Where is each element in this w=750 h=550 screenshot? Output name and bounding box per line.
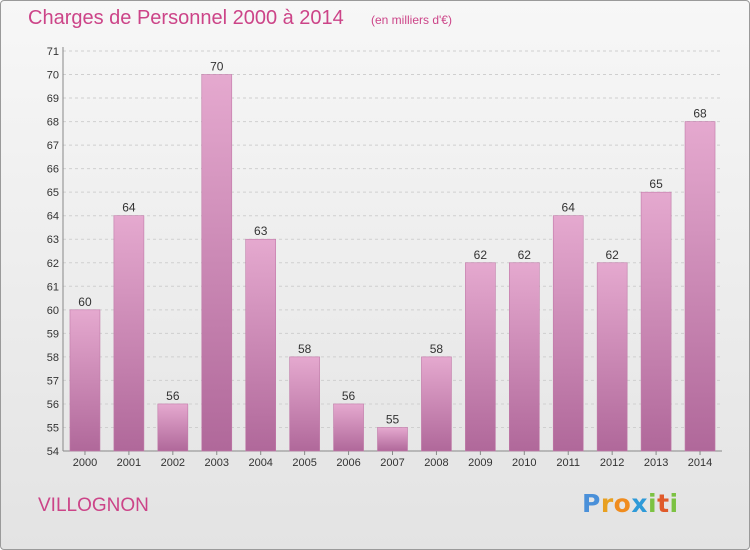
bar	[289, 356, 320, 452]
bar	[684, 121, 716, 452]
data-label: 56	[166, 389, 180, 403]
x-tick-label: 2008	[424, 457, 448, 469]
chart-title: Charges de Personnel 2000 à 2014	[28, 7, 344, 29]
y-tick-label: 69	[47, 93, 59, 105]
proxiti-logo: Proxiti	[582, 489, 679, 518]
bar	[157, 403, 189, 452]
y-tick-label: 71	[47, 46, 59, 58]
y-tick-label: 60	[47, 305, 59, 317]
logo-letter: o	[613, 489, 632, 518]
y-tick-label: 65	[47, 187, 59, 199]
chart-subtitle: (en milliers d'€)	[371, 13, 452, 27]
x-tick-label: 2007	[380, 457, 404, 469]
data-label: 64	[122, 201, 136, 215]
data-label: 62	[605, 248, 619, 262]
x-tick-label: 2002	[161, 457, 185, 469]
x-tick-label: 2005	[292, 457, 316, 469]
data-label: 64	[562, 201, 576, 215]
bar	[245, 238, 276, 452]
data-label: 55	[386, 412, 400, 426]
x-tick-label: 2001	[117, 457, 141, 469]
y-tick-label: 68	[47, 117, 59, 129]
logo-letter: i	[648, 489, 658, 518]
x-tick-label: 2006	[336, 457, 360, 469]
data-label: 68	[693, 107, 707, 121]
data-label: 62	[518, 248, 532, 262]
commune-name: VILLOGNON	[38, 495, 149, 516]
bar	[596, 262, 628, 452]
logo-letter: r	[600, 489, 614, 518]
bar	[333, 403, 364, 452]
logo-letter: i	[669, 489, 679, 518]
x-tick-label: 2011	[556, 457, 580, 469]
x-tick-label: 2012	[600, 457, 624, 469]
y-tick-label: 54	[47, 446, 59, 458]
data-label: 70	[210, 60, 224, 74]
y-tick-label: 61	[47, 281, 59, 293]
y-tick-label: 63	[47, 234, 59, 246]
bar	[113, 215, 145, 452]
data-label: 58	[430, 342, 444, 356]
x-tick-label: 2004	[248, 457, 272, 469]
y-tick-label: 70	[47, 70, 59, 82]
logo-letter: x	[631, 489, 648, 518]
x-tick-label: 2014	[688, 457, 712, 469]
x-tick-label: 2009	[468, 457, 492, 469]
bar	[201, 74, 233, 452]
bar	[69, 309, 101, 452]
y-tick-label: 66	[47, 164, 59, 176]
y-tick-label: 67	[47, 140, 59, 152]
y-tick-label: 56	[47, 399, 59, 411]
y-tick-label: 57	[47, 375, 59, 387]
data-label: 58	[298, 342, 312, 356]
bar	[508, 262, 540, 452]
data-label: 56	[342, 389, 356, 403]
y-tick-label: 58	[47, 352, 59, 364]
x-tick-label: 2010	[512, 457, 536, 469]
y-tick-label: 59	[47, 328, 59, 340]
data-label: 63	[254, 224, 268, 238]
data-label: 65	[649, 177, 663, 191]
logo-letter: t	[657, 489, 670, 518]
y-tick-label: 55	[47, 422, 59, 434]
data-label: 62	[474, 248, 488, 262]
logo-letter: P	[582, 489, 601, 518]
data-label: 60	[78, 295, 92, 309]
bar	[640, 191, 672, 452]
bar	[552, 215, 584, 452]
bar	[421, 356, 452, 452]
x-tick-label: 2013	[644, 457, 668, 469]
x-tick-label: 2003	[205, 457, 229, 469]
bar	[377, 427, 408, 452]
y-tick-label: 62	[47, 258, 59, 270]
x-tick-label: 2000	[73, 457, 97, 469]
y-tick-label: 64	[47, 211, 59, 223]
bar	[465, 262, 496, 452]
